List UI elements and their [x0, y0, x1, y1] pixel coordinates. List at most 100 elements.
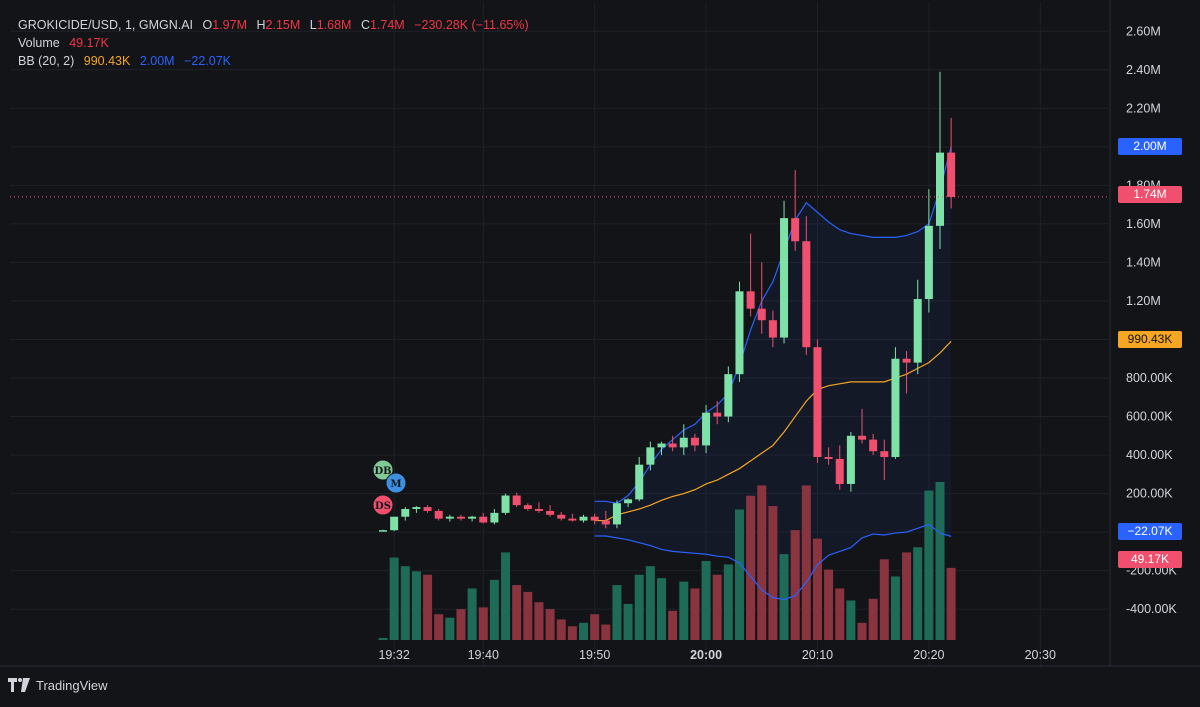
candle-body [590, 516, 599, 521]
ohlc-row: GROKICIDE/USD, 1, GMGN.AI O1.97M H2.15M … [18, 16, 529, 34]
price-tick-label: 1.40M [1126, 255, 1161, 269]
candle-body [746, 291, 755, 309]
candle [534, 502, 543, 513]
time-tick-label: 19:50 [579, 648, 610, 662]
volume-bar [690, 588, 700, 640]
marker-label: M [390, 479, 401, 490]
bb-fill-area [594, 146, 952, 600]
volume-bar [645, 566, 655, 640]
candle [802, 216, 811, 355]
candle-body [479, 516, 488, 523]
volume-bar [657, 578, 666, 640]
time-tick-label: 20:30 [1025, 648, 1056, 662]
marker-ds: DS [372, 494, 394, 516]
price-tick-label: -400.00K [1126, 602, 1177, 616]
time-axis[interactable]: 19:32 19:40 19:50 20:00 20:10 20:20 20:30 [0, 648, 1200, 667]
time-tick-label: 20:10 [802, 648, 833, 662]
volume-value: 49.17K [69, 36, 109, 50]
marker-db: DB [372, 459, 394, 481]
volume-bar [545, 609, 555, 640]
candle [646, 441, 655, 471]
candle [557, 511, 566, 521]
candle-body [947, 152, 956, 197]
candle-body [757, 308, 766, 321]
candle [724, 366, 733, 423]
bb-row: BB (20, 2) 990.43K 2.00M −22.07K [18, 52, 529, 70]
candle-body [902, 358, 911, 363]
symbol-label[interactable]: GROKICIDE/USD, 1, GMGN.AI [18, 18, 194, 32]
candle [880, 439, 889, 481]
candle [546, 505, 555, 517]
upper-band-tag: 2.00M [1118, 138, 1182, 155]
time-tick-label: 20:20 [913, 648, 944, 662]
chart-legend: GROKICIDE/USD, 1, GMGN.AI O1.97M H2.15M … [18, 16, 529, 70]
candle-body [568, 518, 577, 521]
candle-body [456, 516, 465, 519]
candle-body [379, 530, 387, 532]
candle [501, 493, 510, 515]
high-value: 2.15M [265, 18, 301, 32]
volume-bar [400, 566, 410, 640]
close-label: C [360, 18, 370, 32]
bb-lower-value: −22.07K [184, 54, 231, 68]
candle-body [601, 520, 610, 525]
volume-bar [534, 602, 544, 640]
candle [913, 279, 922, 375]
bb-lower-line [594, 523, 952, 601]
candle [490, 509, 499, 525]
candle-body [412, 507, 421, 510]
bb-label[interactable]: BB (20, 2) [18, 54, 75, 68]
candle-body [390, 516, 399, 531]
volume-bar [590, 614, 600, 640]
candle [835, 445, 844, 490]
lower-band-tag: −22.07K [1118, 523, 1182, 540]
candle-body [835, 458, 844, 484]
candle-body [791, 218, 800, 242]
volume-bar [868, 598, 878, 640]
candle [612, 500, 621, 529]
candle [924, 189, 933, 313]
low-label: L [309, 18, 317, 32]
volume-bar [879, 559, 889, 640]
basis-band-tag: 990.43K [1118, 331, 1182, 348]
volume-bar [723, 564, 733, 640]
candle [813, 339, 822, 463]
volume-bar [378, 637, 388, 640]
candle-body [880, 451, 889, 457]
candle [657, 441, 666, 456]
trade-markers: DB M DS [372, 459, 407, 516]
candle-body [858, 435, 867, 440]
price-tick-label: 1.60M [1126, 217, 1161, 231]
candle-body [846, 435, 855, 484]
candle-body [679, 437, 688, 448]
candle-body [579, 516, 588, 521]
candle [757, 262, 766, 334]
close-value: 1.74M [369, 18, 405, 32]
volume-label[interactable]: Volume [18, 36, 60, 50]
candle [690, 433, 699, 452]
volume-bar [679, 581, 689, 640]
candle-body [624, 499, 633, 504]
volume-bar [411, 571, 421, 640]
candle-body [913, 299, 922, 363]
candle [780, 200, 789, 344]
candle-body [468, 516, 477, 519]
candle-body [523, 505, 532, 510]
volume-bar [423, 574, 433, 640]
candle-body [869, 439, 878, 452]
time-tick-label: 19:32 [378, 648, 409, 662]
volume-bar [890, 576, 900, 640]
volume-bar [512, 585, 522, 640]
volume-bar [467, 588, 477, 640]
marker-circle [372, 494, 394, 516]
volume-bar [445, 617, 455, 640]
volume-bar [812, 538, 822, 640]
candles [379, 71, 956, 532]
volume-bar [501, 552, 511, 640]
candle [902, 351, 911, 394]
candle [846, 431, 855, 492]
footer-brand[interactable]: TradingView [8, 674, 108, 696]
candle-body [445, 516, 454, 519]
